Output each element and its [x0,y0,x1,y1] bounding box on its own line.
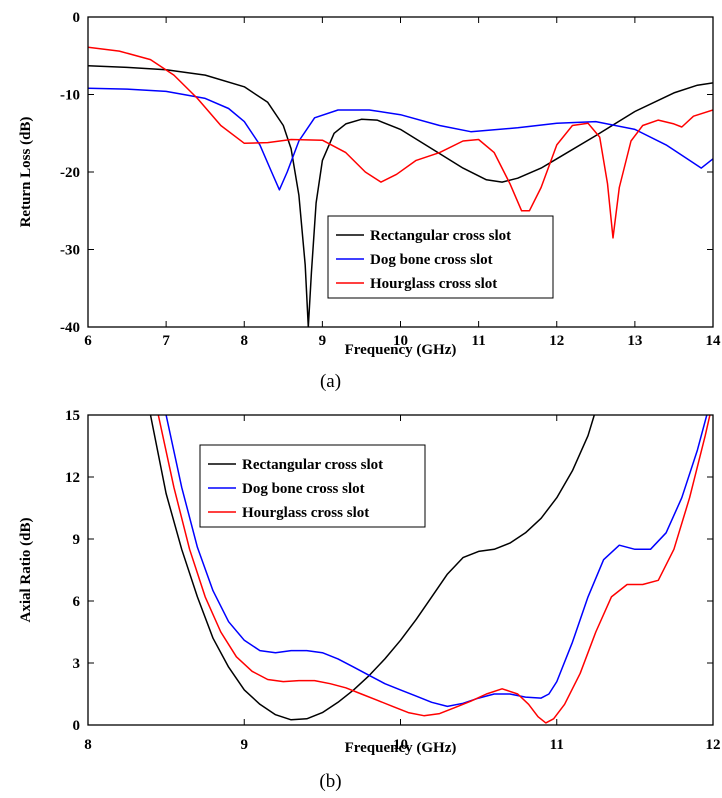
legend-label-hourglass-cross-slot: Hourglass cross slot [242,505,369,521]
legend-box [199,444,426,528]
y-tick-label: 0 [73,718,81,734]
return-loss-chart: 6 7 8 9 10 11 12 13 14 0 -10 -20 -30 -40 Frequency (GH… [18,10,721,392]
x-tick-label: 10 [393,737,408,753]
x-tick-label: 9 [241,737,249,753]
y-tick-label: 3 [73,656,81,672]
y-tick-label: -20 [60,165,80,181]
y-axis-label: Return Loss (dB) [18,117,34,228]
legend-label-rectangular-cross-slot: Rectangular cross slot [370,228,511,244]
x-axis-label: Frequency (GHz) [345,740,457,756]
legend-label-hourglass-cross-slot: Hourglass cross slot [370,276,497,292]
legend-box [327,215,554,299]
legend: Rectangular cross slot Dog bone cross slo… [199,444,426,528]
legend: Rectangular cross slot Dog bone cross slo… [327,215,554,299]
panel-caption: (b) [319,771,341,792]
series-line-dog-bone-cross-slot [88,87,713,191]
y-tick-label: 9 [73,532,81,548]
legend-label-dog-bone-cross-slot: Dog bone cross slot [242,481,365,497]
y-tick-label: -10 [60,88,80,104]
x-tick-label: 8 [241,333,249,349]
y-tick-label: -40 [60,320,80,336]
x-axis-label: Frequency (GHz) [345,342,457,358]
x-tick-label: 6 [84,333,92,349]
panel-caption: (a) [320,371,341,392]
x-tick-label: 7 [162,333,170,349]
y-tick-label: 15 [65,408,80,424]
series-line-hourglass-cross-slot [88,46,713,239]
x-tick-label: 9 [319,333,327,349]
x-tick-label: 14 [706,333,722,349]
y-axis-label: Axial Ratio (dB) [18,517,34,622]
legend-label-rectangular-cross-slot: Rectangular cross slot [242,457,383,473]
y-tick-label: 6 [73,594,81,610]
x-tick-label: 11 [472,333,486,349]
series-line-hourglass-cross-slot [157,415,711,724]
axial-ratio-chart: 8 9 10 11 12 0 3 6 9 12 15 Frequency (GHz) Axial Rat… [18,408,721,792]
x-tick-label: 10 [393,333,408,349]
series-line-rectangular-cross-slot [88,65,713,327]
y-tick-label: -30 [60,243,80,259]
legend-label-dog-bone-cross-slot: Dog bone cross slot [370,252,493,268]
x-tick-label: 12 [549,333,564,349]
series-line-dog-bone-cross-slot [165,415,708,708]
series-line-rectangular-cross-slot [149,415,596,721]
x-tick-label: 11 [550,737,564,753]
x-tick-label: 8 [84,737,92,753]
y-tick-label: 12 [65,470,80,486]
x-tick-label: 12 [706,737,721,753]
x-tick-label: 13 [627,333,642,349]
y-tick-label: 0 [73,10,81,26]
